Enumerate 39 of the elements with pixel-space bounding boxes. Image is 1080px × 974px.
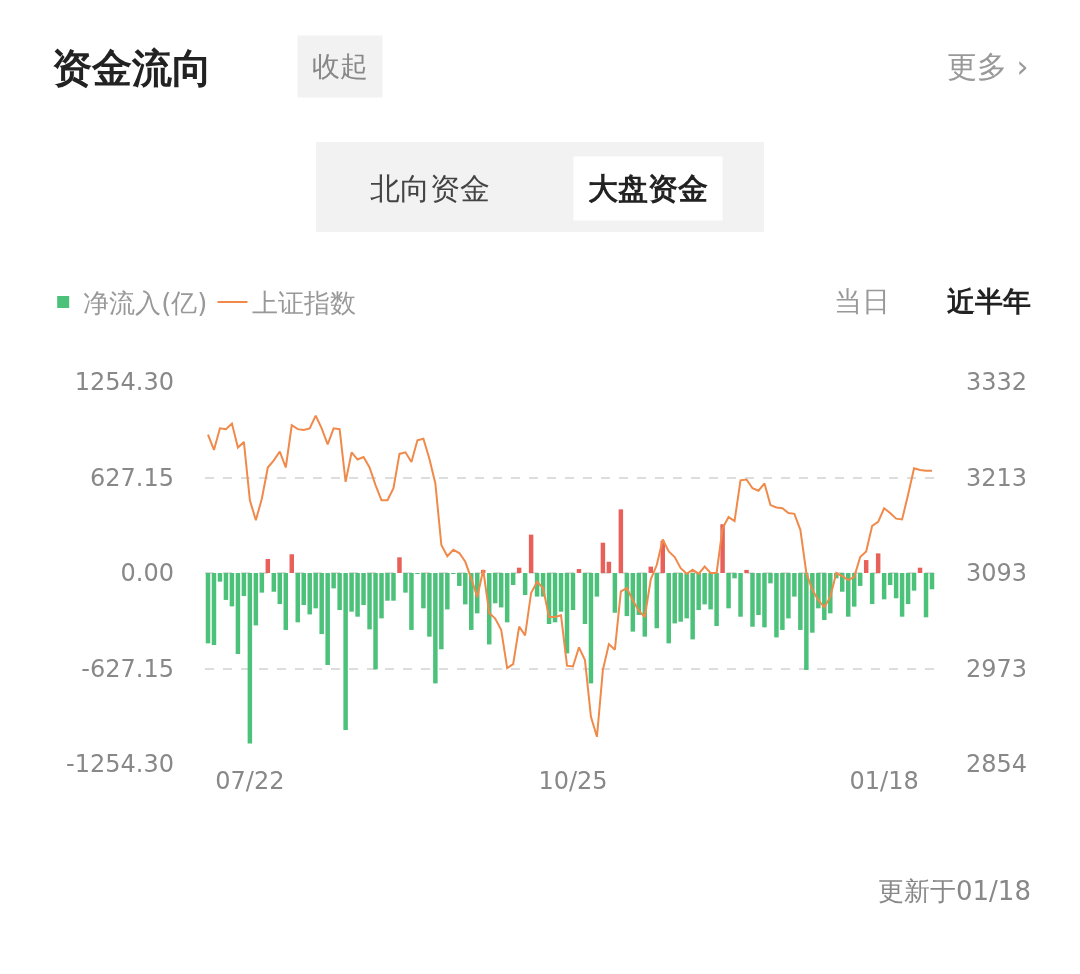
bar	[217, 573, 223, 582]
bar	[558, 573, 564, 612]
x-tick-label: 07/22	[215, 767, 285, 795]
bar	[612, 573, 618, 613]
legend-label: 上证指数	[252, 288, 357, 319]
y-tick-label: -627.15	[81, 654, 174, 683]
y-tick-label: -1254.30	[66, 750, 174, 779]
y2-tick-label: 3332	[966, 368, 1028, 397]
legend-label: 净流入(亿)	[83, 288, 208, 319]
bar	[744, 569, 749, 573]
x-tick-label: 10/25	[538, 767, 608, 795]
bar	[899, 573, 905, 617]
text: 收起	[312, 50, 368, 83]
text: 近半年	[947, 285, 1031, 318]
text: 更新于01/18	[878, 876, 1031, 906]
line-series	[206, 414, 934, 738]
y-tick-label: 1254.30	[74, 368, 174, 397]
bar	[863, 560, 869, 573]
bar	[259, 573, 265, 593]
text: 当日	[834, 285, 890, 318]
y-tick-label: 0.00	[120, 559, 174, 588]
bar	[618, 509, 624, 573]
bar	[875, 553, 881, 573]
bar	[857, 573, 863, 586]
bar	[911, 573, 917, 591]
chart-title: 资金流向	[52, 45, 212, 91]
text: 更多 ›	[947, 49, 1029, 84]
bar	[397, 557, 402, 573]
y2-tick-label: 3093	[966, 559, 1028, 588]
text: 大盘资金	[588, 171, 708, 206]
x-tick-label: 01/18	[849, 767, 919, 795]
y2-tick-label: 3213	[966, 463, 1028, 492]
bar	[289, 554, 295, 573]
text: 北向资金	[370, 171, 490, 206]
y-tick-label: 627.15	[90, 463, 174, 492]
y2-tick-label: 2854	[966, 750, 1028, 779]
y2-tick-label: 2973	[966, 655, 1028, 684]
bar	[271, 573, 277, 592]
bar	[594, 573, 600, 597]
